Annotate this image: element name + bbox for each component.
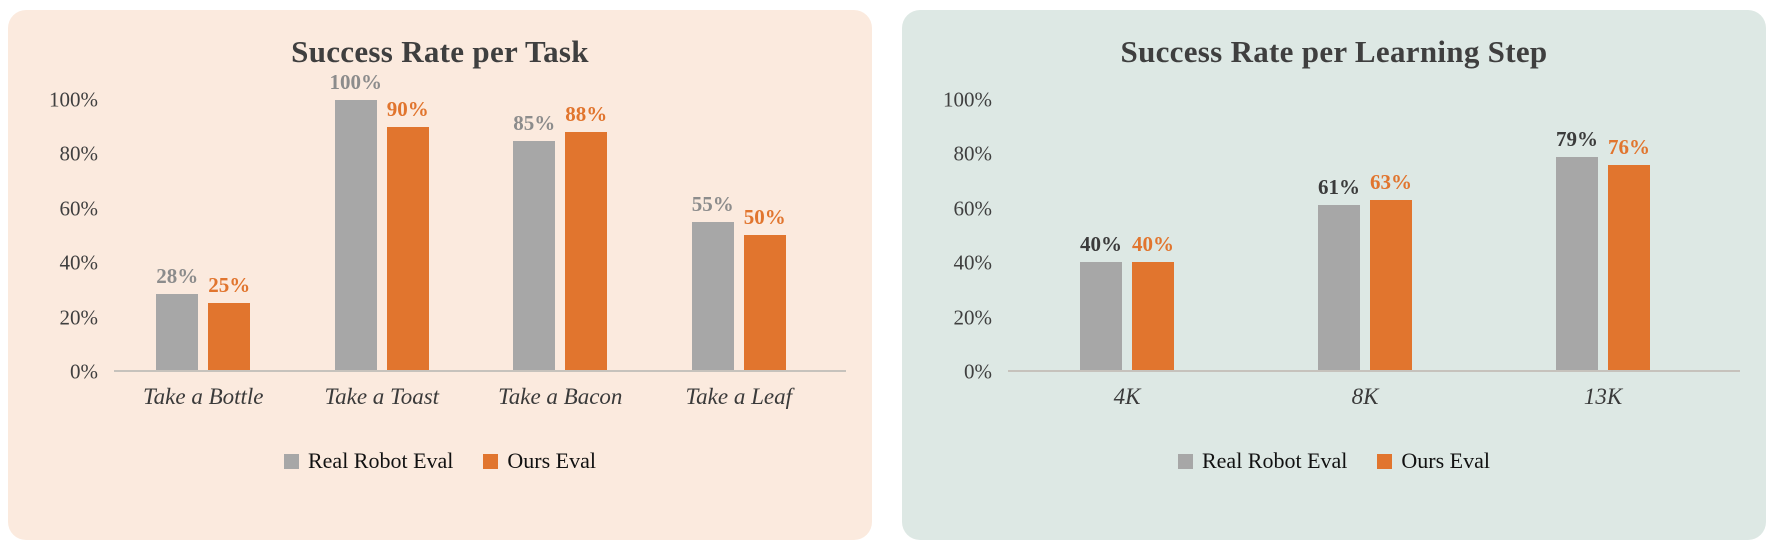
bar-ours-eval-take-a-toast: 90% <box>386 97 429 370</box>
bar-ours-eval-8k: 63% <box>1370 170 1412 370</box>
x-axis-labels: Take a Bottle Take a Toast Take a Bacon Tak… <box>114 384 846 410</box>
bar-chart-learning-step: 0% 20% 40% 60% 80% 100% 40% 40% 61% 63% 79% 76% 4K 8K… <box>928 88 1740 474</box>
bar-value-label: 76% <box>1608 134 1650 159</box>
legend-label: Ours Eval <box>1401 448 1490 473</box>
bar-value-label: 55% <box>691 191 734 216</box>
bar-real-robot-eval-4k: 40% <box>1080 232 1122 370</box>
bar-value-label: 85% <box>513 110 556 135</box>
bar-real-robot-eval-take-a-toast: 100% <box>330 70 382 370</box>
bar-value-label: 63% <box>1370 169 1412 194</box>
legend-label: Real Robot Eval <box>1201 448 1348 473</box>
bar-value-label: 40% <box>1080 232 1122 256</box>
bar-value-label: 28% <box>156 264 199 289</box>
y-tick-label: 60% <box>59 196 99 221</box>
category-label-take-a-bacon: Take a Bacon <box>498 384 623 409</box>
legend: Real Robot Eval Ours Eval <box>928 448 1740 474</box>
category-label-take-a-toast: Take a Toast <box>324 384 440 409</box>
bar-group-8k: 61% 63% <box>1246 100 1484 370</box>
bar-value-label: 88% <box>565 102 608 127</box>
bar-real-robot-eval-8k: 61% <box>1318 175 1360 370</box>
bar-ours-eval-4k: 40% <box>1132 232 1174 370</box>
bar-ours-eval-take-a-bacon: 88% <box>565 102 608 370</box>
bar-ours-eval-13k: 76% <box>1608 135 1650 370</box>
category-label-take-a-bottle: Take a Bottle <box>142 384 264 409</box>
bar-value-label: 100% <box>329 70 383 94</box>
legend-swatch <box>1177 453 1193 469</box>
category-label-4k: 4K <box>1113 384 1141 409</box>
bar-real-robot-eval-take-a-bottle: 28% <box>156 264 199 370</box>
bar-ours-eval-take-a-bottle: 25% <box>208 273 251 370</box>
bar-value-label: 90% <box>386 97 429 121</box>
chart-title-task: Success Rate per Task <box>291 34 589 69</box>
bar-value-label: 61% <box>1318 175 1360 200</box>
y-tick-label: 100% <box>49 87 98 112</box>
bar-group-take-a-bottle: 28% 25% <box>114 100 293 370</box>
legend-item-ours-eval: Ours Eval <box>483 448 596 474</box>
bar-group-13k: 79% 76% <box>1484 100 1722 370</box>
chart-title-learning-step: Success Rate per Learning Step <box>1120 34 1548 69</box>
bar-ours-eval-take-a-leaf: 50% <box>743 205 786 370</box>
y-tick-label: 20% <box>59 305 99 330</box>
bar-real-robot-eval-take-a-bacon: 85% <box>513 111 556 370</box>
chart-panel-learning-step: Success Rate per Learning Step 0% 20% 40% 6… <box>902 10 1766 540</box>
legend-swatch <box>1377 453 1393 469</box>
bar-real-robot-eval-take-a-leaf: 55% <box>691 192 734 370</box>
category-label-8k: 8K <box>1351 384 1379 409</box>
plot: 28% 25% 100% 90% 85% 88% 55% 50% <box>114 70 846 372</box>
y-axis: 0% 20% 40% 60% 80% 100% <box>928 88 1008 384</box>
chart-panel-task: Success Rate per Task 0% 20% 40% 60% 80% 100%… <box>8 10 872 540</box>
bar-value-label: 79% <box>1556 126 1598 151</box>
y-tick-label: 80% <box>953 141 993 166</box>
bar-value-label: 50% <box>743 205 786 229</box>
legend-label: Ours Eval <box>507 448 596 473</box>
y-tick-label: 40% <box>59 250 99 275</box>
bar-group-take-a-bacon: 85% 88% <box>471 100 650 370</box>
legend-label: Real Robot Eval <box>307 448 454 473</box>
category-label-take-a-leaf: Take a Leaf <box>685 384 793 409</box>
y-tick-label: 40% <box>953 250 993 275</box>
bar-value-label: 25% <box>208 272 251 297</box>
legend-swatch <box>283 453 299 469</box>
legend: Real Robot Eval Ours Eval <box>34 448 846 474</box>
y-tick-label: 0% <box>964 359 992 384</box>
bar-group-take-a-toast: 100% 90% <box>293 70 472 370</box>
bar-real-robot-eval-13k: 79% <box>1556 127 1598 370</box>
y-axis: 0% 20% 40% 60% 80% 100% <box>34 88 114 384</box>
legend-item-ours-eval: Ours Eval <box>1377 448 1490 474</box>
y-tick-label: 20% <box>953 305 993 330</box>
y-tick-label: 80% <box>59 141 99 166</box>
legend-item-real-robot-eval: Real Robot Eval <box>1177 448 1348 474</box>
y-tick-label: 0% <box>70 359 98 384</box>
x-axis-labels: 4K 8K 13K <box>1008 384 1740 410</box>
legend-item-real-robot-eval: Real Robot Eval <box>283 448 454 474</box>
bar-group-take-a-leaf: 55% 50% <box>650 100 829 370</box>
bar-group-4k: 40% 40% <box>1008 100 1246 370</box>
plot-area: 0% 20% 40% 60% 80% 100% 28% 25% 100% 90% 85% 88% 55%… <box>34 70 846 384</box>
plot-area: 0% 20% 40% 60% 80% 100% 40% 40% 61% 63% 79% 76% <box>928 88 1740 384</box>
y-tick-label: 100% <box>943 87 992 112</box>
bar-value-label: 40% <box>1132 232 1174 256</box>
category-label-13k: 13K <box>1583 384 1623 409</box>
legend-swatch <box>483 453 499 469</box>
plot: 40% 40% 61% 63% 79% 76% <box>1008 100 1740 372</box>
y-tick-label: 60% <box>953 196 993 221</box>
bar-chart-task: 0% 20% 40% 60% 80% 100% 28% 25% 100% 90% 85% 88% 55%… <box>34 70 846 474</box>
